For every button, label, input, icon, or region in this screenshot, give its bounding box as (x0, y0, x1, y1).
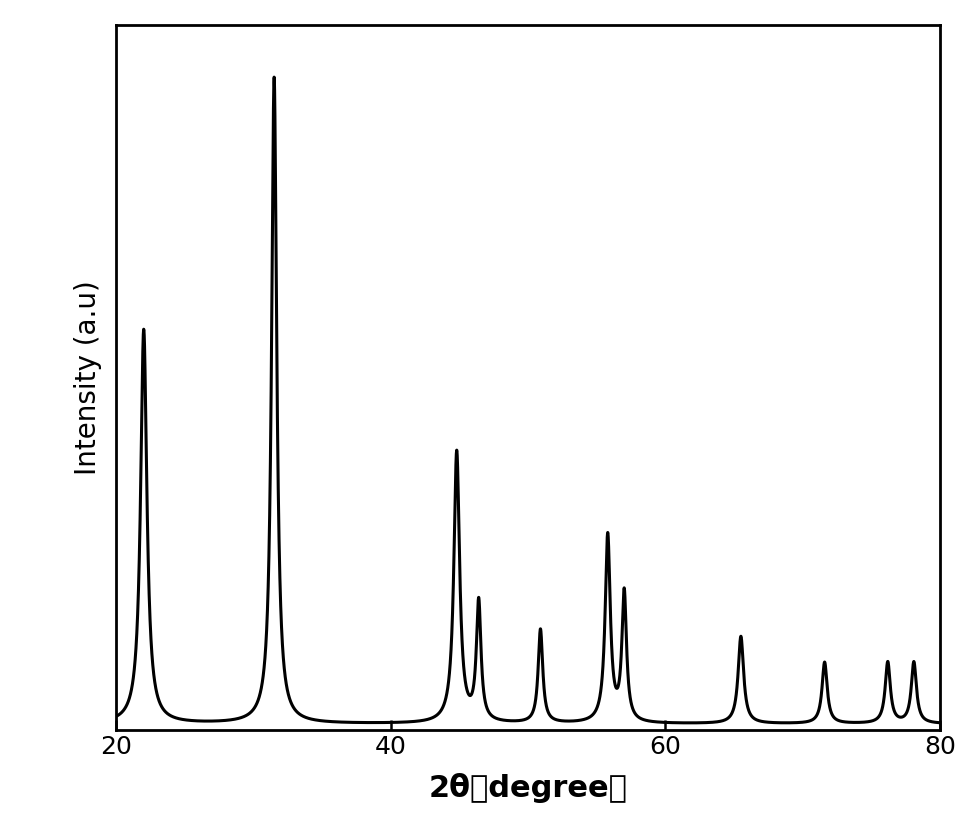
Y-axis label: Intensity (a.u): Intensity (a.u) (75, 281, 103, 475)
X-axis label: 2θ（degree）: 2θ（degree） (428, 774, 628, 803)
